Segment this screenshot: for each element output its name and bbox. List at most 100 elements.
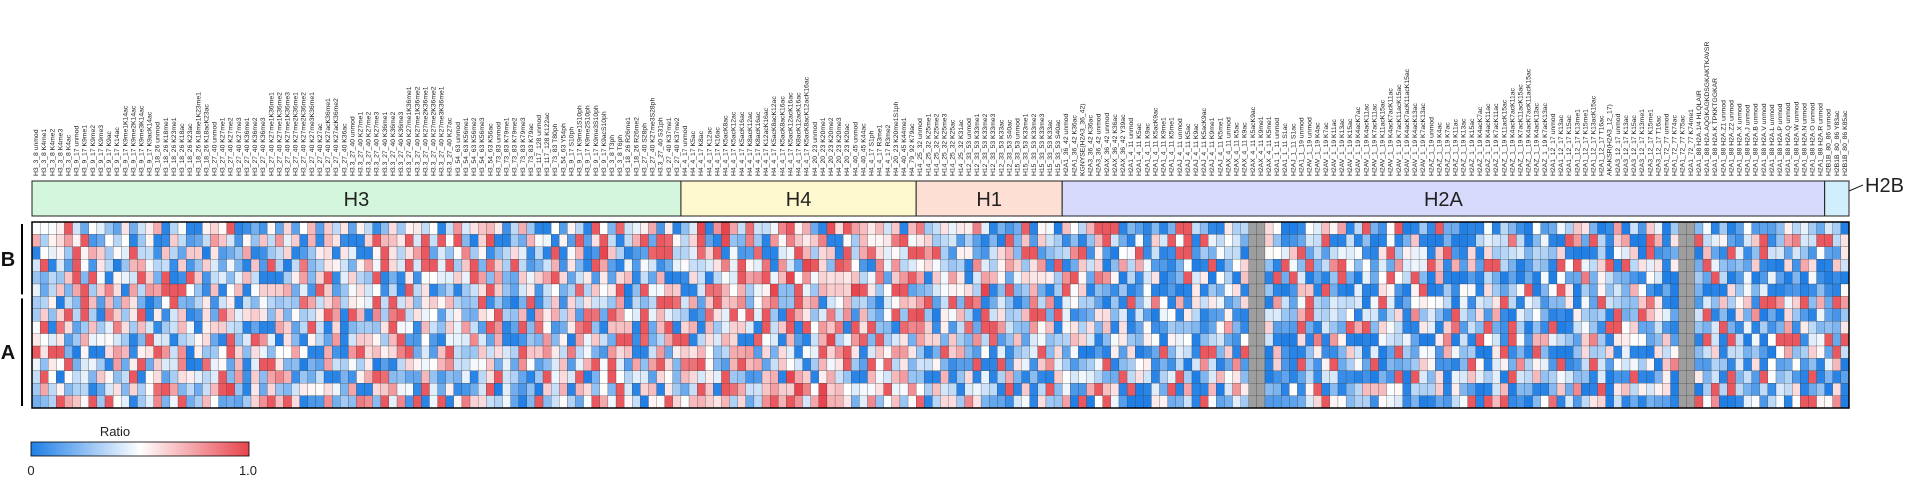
- heatmap-cell: [234, 259, 244, 272]
- column-label: H4_4_17 K5acK12acK16ac: [787, 92, 794, 176]
- heatmap-cell: [940, 358, 949, 371]
- heatmap-cell: [1354, 370, 1363, 384]
- heatmap-cell: [1621, 333, 1631, 347]
- heatmap-cell: [1337, 271, 1347, 285]
- heatmap-cell: [1670, 246, 1679, 260]
- heatmap-cell: [291, 345, 300, 359]
- column-label: H2A1_36_42 K36ac: [1071, 115, 1078, 176]
- heatmap-cell: [39, 308, 49, 322]
- heatmap-cell: [1345, 321, 1355, 334]
- heatmap-cell: [591, 259, 600, 272]
- heatmap-cell: [1824, 283, 1833, 297]
- heatmap-cell: [478, 234, 487, 247]
- heatmap-cell: [210, 296, 219, 309]
- heatmap-cell: [956, 296, 966, 309]
- heatmap-cell: [1532, 308, 1541, 322]
- heatmap-cell: [1775, 234, 1785, 247]
- column-label: H3_27_40 K27me1: [220, 117, 227, 176]
- heatmap-cell: [713, 333, 722, 347]
- heatmap-cell: [1524, 370, 1533, 384]
- heatmap-cell: [1500, 333, 1509, 347]
- heatmap-cell: [1272, 395, 1282, 409]
- heatmap-cell: [1694, 296, 1704, 309]
- heatmap-cell: [1751, 283, 1760, 297]
- heatmap-cell: [1013, 296, 1022, 309]
- heatmap-cell: [121, 333, 130, 347]
- heatmap-cell: [1581, 333, 1590, 347]
- heatmap-cell: [729, 321, 738, 334]
- heatmap-cell: [542, 271, 552, 285]
- heatmap-cell: [826, 259, 836, 272]
- heatmap-cell: [1021, 358, 1030, 371]
- heatmap-cell: [461, 296, 471, 309]
- heatmap-cell: [778, 271, 787, 285]
- column-label: H3.3_27_40 K27ac: [447, 117, 454, 176]
- heatmap-cell: [356, 345, 365, 359]
- heatmap-cell: [1597, 395, 1606, 409]
- heatmap-cell: [1135, 370, 1144, 384]
- heatmap-cell: [1183, 259, 1193, 272]
- heatmap-cell: [1435, 383, 1444, 396]
- heatmap-cell: [753, 271, 763, 285]
- heatmap-cell: [956, 383, 966, 396]
- heatmap-cell: [1605, 395, 1614, 409]
- heatmap-cell: [1199, 333, 1209, 347]
- heatmap-cell: [1654, 345, 1663, 359]
- heatmap-cell: [875, 246, 884, 260]
- column-label: H2AV_1_19 K11acK15ac: [1380, 99, 1387, 176]
- heatmap-cell: [1654, 358, 1663, 371]
- column-label: H4_79_92 K79ac: [909, 123, 916, 176]
- heatmap-cell: [1573, 358, 1582, 371]
- heatmap-cell: [259, 271, 268, 285]
- heatmap-cell: [1062, 221, 1071, 235]
- heatmap-cell: [1581, 308, 1590, 322]
- heatmap-cell: [1662, 296, 1671, 309]
- heatmap-cell: [1646, 259, 1655, 272]
- heatmap-cell: [599, 283, 609, 297]
- heatmap-cell: [210, 321, 219, 334]
- heatmap-cell: [916, 358, 925, 371]
- heatmap-cell: [177, 358, 187, 371]
- heatmap-cell: [445, 333, 454, 347]
- heatmap-cell: [916, 321, 925, 334]
- heatmap-cell: [591, 271, 600, 285]
- heatmap-cell: [1402, 234, 1412, 247]
- column-label: H2AZ_1_19 K13ac: [1461, 118, 1468, 176]
- heatmap-cell: [1297, 383, 1306, 396]
- heatmap-cell: [396, 259, 406, 272]
- heatmap-cell: [924, 234, 933, 247]
- group-box-h3: [31, 180, 682, 217]
- heatmap-cell: [250, 246, 260, 260]
- heatmap-cell: [956, 345, 966, 359]
- heatmap-cell: [859, 283, 868, 297]
- heatmap-cell: [1646, 383, 1655, 396]
- heatmap-cell: [559, 271, 568, 285]
- heatmap-cell: [1637, 395, 1647, 409]
- heatmap-cell: [1208, 246, 1217, 260]
- heatmap-cell: [388, 246, 398, 260]
- heatmap-cell: [307, 308, 317, 322]
- heatmap-cell: [112, 358, 122, 371]
- heatmap-cell: [453, 321, 463, 334]
- heatmap-cell: [518, 234, 527, 247]
- heatmap-cell: [1029, 221, 1039, 235]
- heatmap-cell: [1443, 383, 1452, 396]
- heatmap-cell: [1564, 234, 1574, 247]
- heatmap-cell: [1143, 345, 1152, 359]
- heatmap-cell: [202, 234, 211, 247]
- heatmap-cell: [1443, 271, 1452, 285]
- heatmap-cell: [486, 333, 495, 347]
- heatmap-cell: [518, 321, 527, 334]
- heatmap-cell: [1840, 395, 1850, 409]
- heatmap-cell: [1654, 395, 1663, 409]
- heatmap-cell: [1808, 221, 1817, 235]
- heatmap-cell: [1062, 333, 1071, 347]
- heatmap-cell: [1305, 246, 1314, 260]
- heatmap-cell: [153, 345, 162, 359]
- heatmap-cell: [688, 308, 698, 322]
- heatmap-cell: [1126, 395, 1136, 409]
- heatmap-cell: [96, 321, 106, 334]
- heatmap-cell: [153, 234, 162, 247]
- heatmap-cell: [1078, 283, 1087, 297]
- heatmap-cell: [1118, 246, 1128, 260]
